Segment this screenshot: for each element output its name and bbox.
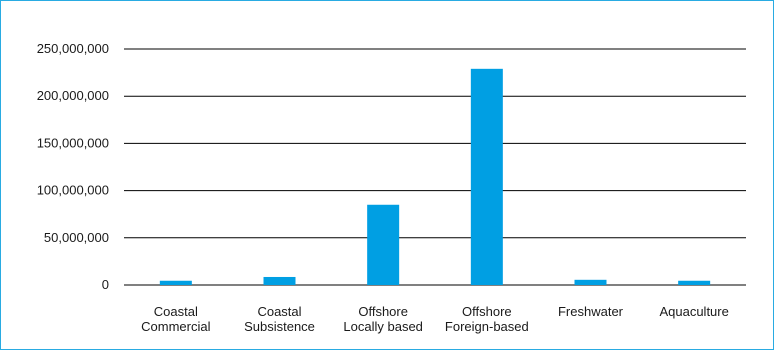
x-category-label: Offshore Locally based	[343, 304, 423, 334]
y-tick-label: 0	[102, 277, 109, 292]
bar	[367, 204, 400, 285]
bar	[678, 280, 711, 285]
x-category-label: Offshore Foreign-based	[445, 304, 529, 334]
x-category-label: Aquaculture	[659, 304, 728, 319]
x-category-label: Coastal Subsistence	[244, 304, 315, 334]
bars	[159, 68, 711, 285]
bar	[159, 280, 192, 285]
y-axis-ticks: 0 50,000,000 100,000,000 150,000,000 200,000…	[37, 41, 109, 292]
y-tick-label: 50,000,000	[44, 230, 109, 245]
x-category-label: Coastal Commercial	[141, 304, 210, 334]
bar	[263, 276, 296, 285]
y-tick-label: 250,000,000	[37, 41, 109, 56]
bar	[574, 279, 607, 285]
y-tick-label: 150,000,000	[37, 135, 109, 150]
bar	[470, 68, 503, 285]
y-tick-label: 200,000,000	[37, 88, 109, 103]
y-tick-label: 100,000,000	[37, 183, 109, 198]
x-category-label: Freshwater	[558, 304, 624, 319]
x-axis-categories: Coastal Commercial Coastal Subsistence Offsh…	[141, 304, 729, 334]
gridlines	[124, 48, 746, 286]
